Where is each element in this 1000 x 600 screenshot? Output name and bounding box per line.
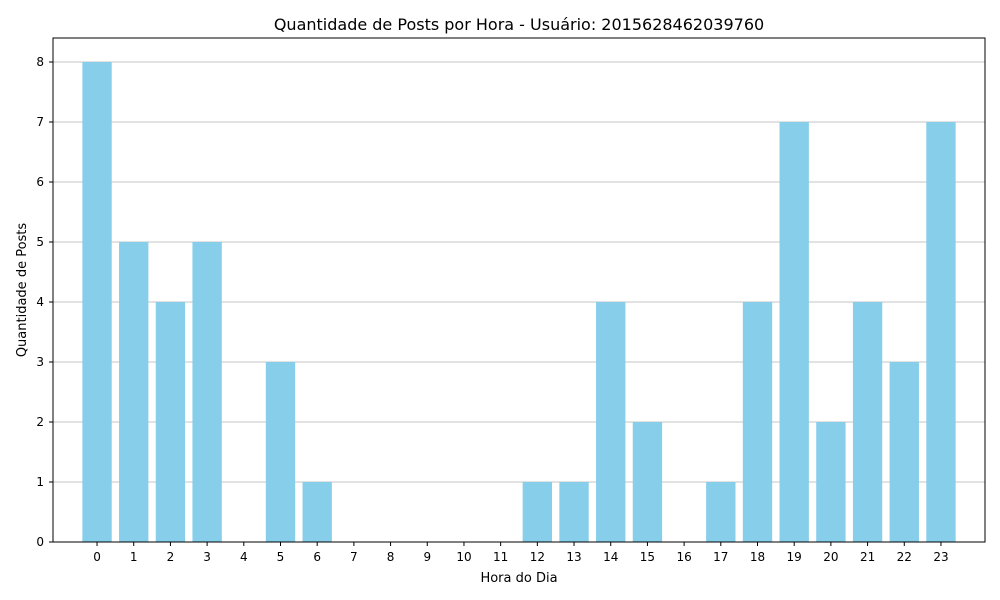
x-tick-label: 23 [933, 550, 948, 564]
x-tick-label: 14 [603, 550, 618, 564]
x-tick-label: 15 [640, 550, 655, 564]
y-tick-label: 2 [36, 415, 44, 429]
x-tick-label: 18 [750, 550, 765, 564]
x-tick-label: 4 [240, 550, 248, 564]
bars [82, 62, 956, 542]
bar-hour-20 [816, 422, 846, 542]
bar-hour-21 [852, 302, 883, 542]
y-axis-label: Quantidade de Posts [15, 223, 30, 358]
x-tick-label: 19 [787, 550, 802, 564]
bar-hour-0 [82, 62, 112, 542]
y-tick-label: 1 [36, 475, 44, 489]
x-tick-label: 8 [387, 550, 395, 564]
x-tick-label: 20 [823, 550, 838, 564]
x-tick-label: 2 [167, 550, 175, 564]
y-tick-label: 8 [36, 55, 44, 69]
bar-hour-2 [155, 302, 186, 542]
y-tick-label: 7 [36, 115, 44, 129]
x-tick-label: 17 [713, 550, 728, 564]
x-tick-label: 9 [423, 550, 431, 564]
x-tick-label: 21 [860, 550, 875, 564]
bar-hour-17 [706, 482, 736, 542]
bar-hour-6 [302, 482, 332, 542]
y-tick-label: 6 [36, 175, 44, 189]
x-tick-label: 22 [897, 550, 912, 564]
x-tick-label: 5 [277, 550, 285, 564]
bar-hour-12 [522, 482, 553, 542]
x-tick-label: 0 [93, 550, 101, 564]
bar-hour-19 [779, 122, 809, 542]
x-tick-label: 13 [566, 550, 581, 564]
y-tick-label: 3 [36, 355, 44, 369]
bar-hour-5 [265, 362, 296, 542]
x-tick-label: 10 [456, 550, 471, 564]
x-tick-label: 6 [313, 550, 321, 564]
x-tick-label: 3 [203, 550, 211, 564]
plot-frame [52, 37, 986, 543]
bar-hour-13 [559, 482, 589, 542]
x-tick-label: 16 [676, 550, 691, 564]
y-tick-label: 4 [36, 295, 44, 309]
x-axis-ticks: 0 1 2 3 4 5 6 7 8 9 10 11 12 13 14 15 16 17 18 19 20 21 22 23 [93, 542, 949, 564]
bar-hour-3 [192, 242, 222, 542]
bar-hour-23 [926, 122, 956, 542]
x-tick-label: 1 [130, 550, 138, 564]
bar-hour-1 [119, 242, 149, 542]
x-tick-label: 7 [350, 550, 358, 564]
y-axis-ticks: 0 1 2 3 4 5 6 7 8 [36, 55, 53, 549]
y-tick-label: 0 [36, 535, 44, 549]
bar-hour-15 [632, 422, 663, 542]
x-axis-label: Hora do Dia [480, 571, 557, 586]
bar-hour-14 [596, 302, 626, 542]
x-tick-label: 12 [530, 550, 545, 564]
chart-title: Quantidade de Posts por Hora - Usuário: … [274, 15, 764, 34]
bar-hour-22 [889, 362, 919, 542]
x-tick-label: 11 [493, 550, 508, 564]
bar-hour-18 [742, 302, 773, 542]
y-tick-label: 5 [36, 235, 44, 249]
